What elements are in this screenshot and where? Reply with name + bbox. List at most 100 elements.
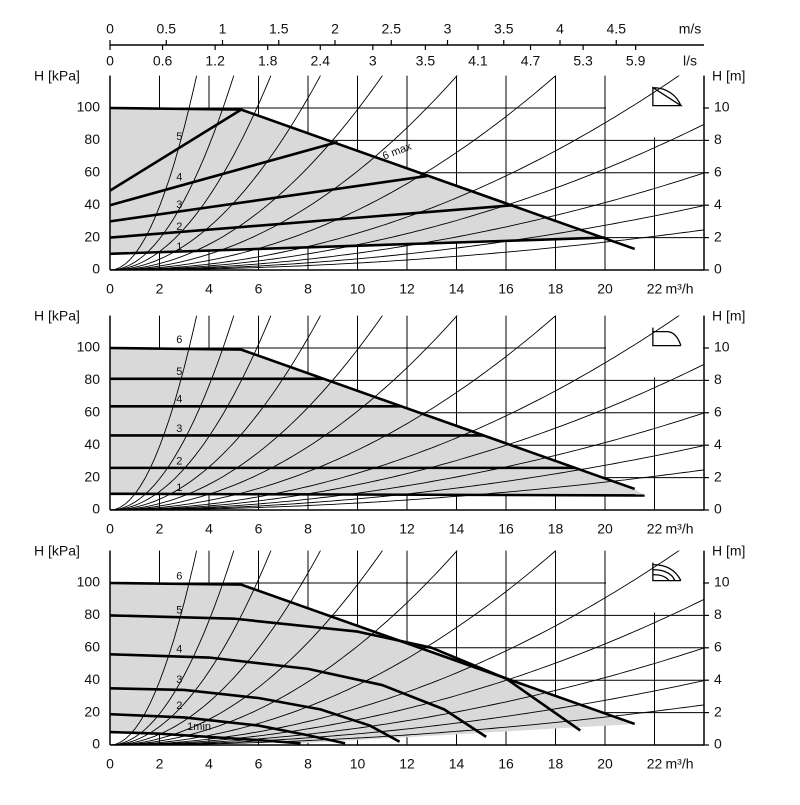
- system-curve: [110, 315, 383, 510]
- flow-tick-label: 1.2: [205, 53, 225, 69]
- flow-tick-label: 4: [556, 21, 564, 37]
- y2-tick-label: 0: [714, 261, 722, 277]
- system-curve: [110, 550, 557, 745]
- x-tick-label: 10: [350, 521, 366, 537]
- y-tick-label: 80: [84, 131, 100, 147]
- curve-label: 2: [176, 221, 182, 233]
- system-curve: [110, 75, 321, 270]
- y2-tick-label: 8: [714, 131, 722, 147]
- x-tick-label: 8: [304, 281, 312, 297]
- x-tick-label: 6: [255, 756, 263, 772]
- y2-axis-label: H [m]: [712, 67, 745, 83]
- system-curve: [110, 647, 704, 745]
- x-tick-label: 0: [106, 281, 114, 297]
- flow-unit-label: m/s: [679, 21, 702, 37]
- icon: [652, 327, 682, 347]
- icon: [652, 562, 682, 582]
- system-curve: [110, 550, 321, 745]
- y2-tick-label: 4: [714, 436, 722, 452]
- y2-tick-label: 8: [714, 371, 722, 387]
- y-tick-label: 20: [84, 468, 100, 484]
- x-tick-label: 16: [498, 756, 514, 772]
- flow-tick-label: 1.8: [258, 53, 278, 69]
- curve-label: 5: [176, 366, 182, 378]
- x-tick-label: 2: [156, 521, 164, 537]
- pump-curve: [109, 346, 636, 491]
- curve-label: 1min: [187, 721, 211, 733]
- x-tick-label: 4: [205, 281, 213, 297]
- x-tick-label: 16: [498, 281, 514, 297]
- icon-box: [606, 75, 703, 138]
- system-curve: [110, 550, 235, 745]
- y2-tick-label: 4: [714, 671, 722, 687]
- x-tick-label: 18: [548, 756, 564, 772]
- y-axis-label: H [kPa]: [34, 67, 80, 83]
- y2-tick-label: 2: [714, 703, 722, 719]
- y-tick-label: 20: [84, 703, 100, 719]
- x-tick-label: 0: [106, 521, 114, 537]
- flow-tick-label: 3: [444, 21, 452, 37]
- mode-icon: [652, 327, 682, 347]
- x-tick-label: 10: [350, 756, 366, 772]
- system-curve: [110, 550, 458, 745]
- x-tick-label: 2: [156, 756, 164, 772]
- flow-tick-label: 3.5: [494, 21, 514, 37]
- x-tick-label: 20: [597, 521, 613, 537]
- mode-icon: [652, 562, 682, 582]
- x-tick-label: 12: [399, 281, 415, 297]
- operating-range: [110, 108, 635, 254]
- pump-curve: [109, 652, 487, 738]
- curve-label: 4: [176, 643, 182, 655]
- flow-tick-label: 4.5: [607, 21, 627, 37]
- flow-tick-label: 2: [331, 21, 339, 37]
- pump-curve: [109, 174, 427, 223]
- flow-tick-label: 0: [106, 21, 114, 37]
- curve-label: 3: [176, 674, 182, 686]
- curve-label: 4: [176, 172, 182, 184]
- system-curve: [110, 75, 235, 270]
- y-tick-label: 60: [84, 404, 100, 420]
- x-tick-label: 6: [255, 281, 263, 297]
- system-curve: [110, 315, 557, 510]
- y2-axis-label: H [m]: [712, 307, 745, 323]
- icon-box: [606, 315, 703, 378]
- x-tick-label: 18: [548, 521, 564, 537]
- y-tick-label: 100: [77, 574, 101, 590]
- x-tick-label: 14: [449, 281, 465, 297]
- x-tick-label: 22: [647, 281, 663, 297]
- system-curve: [110, 75, 272, 270]
- mode-icon: [652, 86, 684, 107]
- y2-tick-label: 4: [714, 196, 722, 212]
- system-curve: [110, 363, 704, 510]
- y2-tick-label: 8: [714, 606, 722, 622]
- flow-tick-label: 3.5: [416, 53, 436, 69]
- y-tick-label: 40: [84, 196, 100, 212]
- x-tick-label: 12: [399, 521, 415, 537]
- y2-tick-label: 0: [714, 736, 722, 752]
- x-axis-label: m³/h: [666, 521, 694, 537]
- system-curve: [110, 75, 383, 270]
- system-curve: [110, 680, 704, 745]
- system-curve: [110, 172, 704, 270]
- y-tick-label: 0: [92, 501, 100, 517]
- flow-tick-label: 2.4: [311, 53, 331, 69]
- y-tick-label: 100: [77, 339, 101, 355]
- y-tick-label: 40: [84, 671, 100, 687]
- curve-label: 2: [176, 455, 182, 467]
- flow-tick-label: 0.6: [153, 53, 173, 69]
- system-curve: [110, 550, 680, 745]
- y-tick-label: 0: [92, 736, 100, 752]
- flow-tick-label: 5.3: [573, 53, 593, 69]
- pump-curve: [109, 730, 301, 745]
- pump-curve: [109, 203, 514, 239]
- flow-tick-label: 3: [369, 53, 377, 69]
- x-axis-label: m³/h: [666, 281, 694, 297]
- system-curve: [110, 412, 704, 510]
- icon-box: [606, 550, 703, 613]
- pump-curve: [109, 492, 645, 497]
- flow-tick-label: 1.5: [269, 21, 289, 37]
- y2-tick-label: 2: [714, 468, 722, 484]
- system-curve: [110, 550, 272, 745]
- flow-unit-label: l/s: [683, 53, 697, 69]
